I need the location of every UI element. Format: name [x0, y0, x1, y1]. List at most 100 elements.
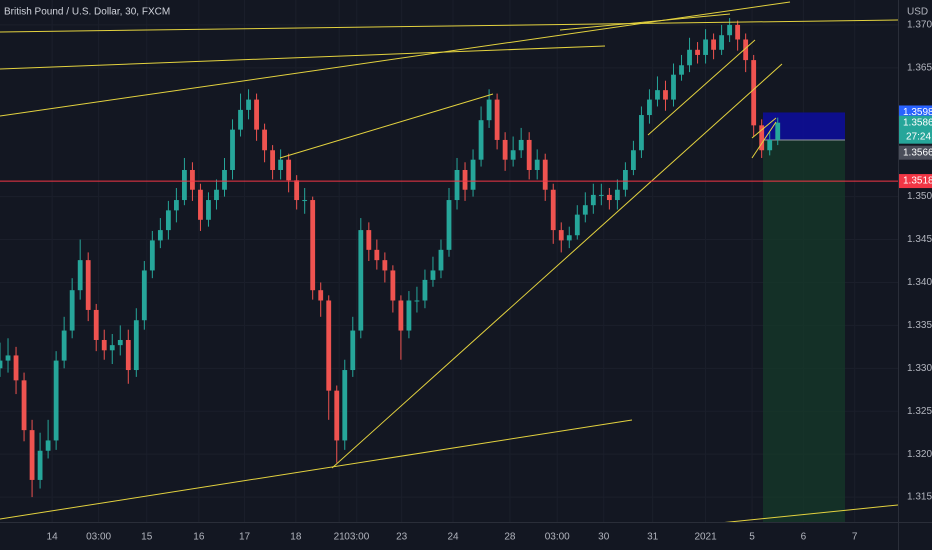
candle-body: [350, 330, 356, 371]
candle-body: [727, 24, 733, 36]
axes: 1.37000 1.36500 1.35000 1.34500 1.34000 1.335…: [47, 20, 932, 543]
candle-body: [558, 230, 564, 241]
candle-body: [679, 65, 684, 75]
candle-body: [767, 139, 773, 151]
x-tick-label: 6: [801, 532, 807, 543]
candle-body: [574, 214, 580, 236]
candle-body: [310, 200, 316, 291]
x-tick-label: 5: [749, 532, 755, 543]
candle-body: [647, 99, 652, 116]
trendline: [0, 19, 898, 33]
candle-body: [671, 74, 676, 100]
x-tick-label: 30: [598, 532, 610, 543]
candle-body: [173, 200, 179, 211]
candle-body: [462, 169, 468, 190]
candle-body: [534, 159, 540, 170]
candle-body: [358, 230, 364, 331]
candle-body: [0, 360, 3, 369]
candle-body: [454, 169, 460, 201]
x-tick-label: 15: [141, 532, 153, 543]
price-tag-label: 1.35660: [903, 147, 932, 158]
x-tick-label: 24: [447, 532, 459, 543]
currency-label: USD: [907, 7, 928, 18]
candle-body: [566, 235, 572, 241]
candle-body: [326, 300, 332, 391]
candle-body: [398, 300, 404, 331]
candle-body: [502, 139, 508, 160]
candle-body: [422, 279, 428, 301]
candle-body: [606, 194, 612, 201]
y-tick-label: 1.31500: [907, 492, 932, 503]
candle-body: [390, 270, 396, 301]
candle-body: [61, 330, 67, 361]
candle-body: [77, 260, 83, 291]
candle-body: [5, 355, 11, 361]
candle-body: [157, 230, 163, 241]
candle-body: [735, 24, 741, 40]
x-tick-label: 21: [334, 532, 346, 543]
candle-body: [550, 189, 556, 231]
candle-body: [246, 99, 251, 110]
candle-body: [751, 60, 757, 126]
candle-body: [214, 189, 219, 201]
candle-body: [590, 194, 596, 206]
trendline: [279, 93, 494, 159]
trendline: [0, 45, 606, 70]
candle-body: [318, 290, 324, 301]
candle-body: [510, 150, 516, 160]
candle-body: [101, 339, 107, 351]
y-tick-label: 1.37000: [907, 20, 932, 31]
x-tick-label: 28: [504, 532, 516, 543]
candle-body: [695, 49, 700, 55]
candle-body: [29, 430, 35, 480]
y-tick-label: 1.32000: [907, 449, 932, 460]
y-tick-label: 1.33500: [907, 320, 932, 331]
candle-body: [69, 290, 75, 331]
candle-body: [430, 270, 436, 280]
price-tag-label: 1.35861: [903, 117, 932, 128]
candle-body: [53, 360, 59, 441]
candle-body: [663, 90, 668, 100]
trendline: [724, 504, 898, 522]
candle-body: [631, 150, 636, 170]
candle-body: [109, 345, 115, 351]
candle-body: [198, 189, 203, 220]
y-tick-label: 1.35000: [907, 191, 932, 202]
trendlines: [0, 1, 898, 522]
price-tag: [899, 174, 932, 189]
candle-body: [614, 189, 620, 201]
candle-body: [294, 180, 300, 201]
candle-body: [639, 115, 644, 151]
candle-body: [486, 99, 492, 121]
candle-body: [687, 49, 692, 66]
candle-body: [230, 129, 235, 170]
position-zones: [763, 112, 845, 522]
candle-body: [478, 120, 484, 160]
candle-body: [655, 90, 660, 100]
x-tick-label: 14: [47, 532, 59, 543]
y-tick-label: 1.32500: [907, 406, 932, 417]
candle-body: [262, 129, 267, 151]
grid: [0, 0, 898, 522]
candle-body: [149, 240, 155, 271]
trendline: [559, 13, 731, 31]
candle-body: [270, 150, 276, 170]
candle-body: [711, 39, 716, 50]
candle-body: [494, 99, 500, 140]
candles: [0, 18, 781, 498]
candle-body: [542, 159, 548, 190]
candle-body: [13, 355, 19, 381]
candle-body: [526, 139, 532, 170]
y-tick-label: 1.34000: [907, 277, 932, 288]
candle-body: [719, 35, 725, 50]
risk-zone: [763, 112, 845, 140]
x-tick-label: 18: [290, 532, 302, 543]
price-tag-label: 1.35980: [903, 107, 932, 118]
price-tag-label: 1.35181: [903, 176, 932, 187]
reward-zone: [763, 139, 845, 522]
candle-body: [759, 125, 765, 151]
x-tick-label: 03:00: [344, 532, 369, 543]
candle-body: [286, 159, 292, 181]
